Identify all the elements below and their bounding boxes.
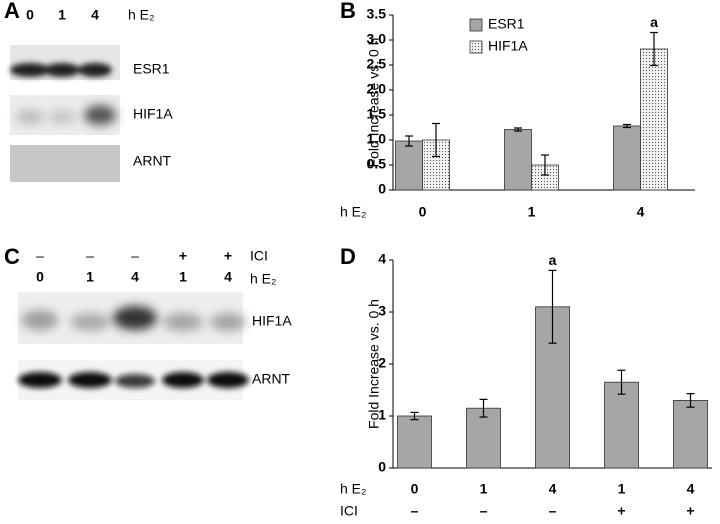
lane-label: 1	[179, 269, 187, 285]
annotation: a	[549, 252, 557, 268]
second-row-label: –	[480, 503, 488, 519]
error-bar	[479, 398, 488, 418]
error-bar	[432, 122, 440, 158]
y-tick-label: 2.0	[367, 81, 387, 97]
lane-label: 4	[131, 269, 139, 285]
legend-label: HIF1A	[488, 38, 528, 54]
x-tick-label: 1	[480, 481, 488, 497]
y-tick-label: 4	[378, 251, 386, 267]
bar	[395, 140, 423, 191]
y-tick-label: 2	[378, 355, 386, 371]
error-bar	[548, 269, 557, 344]
row-label: ARNT	[133, 153, 172, 169]
lane-label: 1	[86, 269, 94, 285]
annotation: a	[650, 14, 658, 30]
x-tick-label: 4	[687, 481, 695, 497]
row-label: HIF1A	[252, 313, 292, 329]
error-bar	[686, 393, 695, 408]
ici-mark: +	[179, 248, 187, 264]
ici-label: ICI	[250, 248, 268, 264]
y-tick-label: 1.0	[367, 131, 387, 147]
lane-label: 4	[91, 7, 99, 23]
lane-axis-label: h E₂	[250, 271, 276, 287]
error-bar	[410, 411, 419, 421]
error-bar	[623, 123, 631, 129]
x-tick-label: 0	[411, 481, 419, 497]
y-tick-label: 3.0	[367, 31, 387, 47]
y-tick-label: 1	[378, 407, 386, 423]
y-tick-label: 0	[378, 181, 386, 197]
panel-label: D	[340, 244, 356, 269]
y-tick-label: 2.5	[367, 56, 387, 72]
y-tick-label: 3	[378, 303, 386, 319]
row-label: ESR1	[133, 61, 170, 77]
x-tick-label: 0	[419, 204, 427, 220]
lane-label: 0	[36, 269, 44, 285]
row-label: HIF1A	[133, 106, 173, 122]
lane-label: 0	[26, 7, 34, 23]
bar	[504, 129, 532, 191]
y-tick-label: 3.5	[367, 6, 387, 22]
x-tick-label: 1	[528, 204, 536, 220]
legend-swatch	[469, 40, 483, 54]
second-row-label: +	[686, 503, 694, 519]
y-axis-label: Fold Increase vs. 0 h	[366, 299, 382, 429]
ici-mark: –	[86, 248, 94, 264]
y-axis-label: Fold Increase vs. 0 h	[366, 38, 382, 168]
y-tick-label: 0.5	[367, 156, 387, 172]
bar	[397, 415, 432, 469]
ici-mark: –	[36, 248, 44, 264]
error-bar	[514, 127, 522, 132]
x-tick-label: 1	[618, 481, 626, 497]
error-bar	[617, 369, 626, 395]
lane-axis-label: h E₂	[128, 7, 154, 23]
bar	[466, 407, 501, 469]
blot-c: – – – + + ICI 0 1 4 1 4 h E₂ HIF1A ARNT	[18, 248, 292, 400]
error-bar	[541, 154, 549, 176]
category-axis-label: h E₂	[340, 481, 366, 497]
panel-label: C	[4, 244, 20, 269]
y-tick-label: 1.5	[367, 106, 387, 122]
legend-label: ESR1	[488, 16, 525, 32]
bar	[604, 381, 639, 469]
x-tick-label: 4	[549, 481, 557, 497]
bar	[640, 48, 668, 191]
y-tick-label: 0	[378, 459, 386, 475]
panel-label: B	[340, 0, 356, 23]
panel-label: A	[4, 0, 20, 23]
second-row-label: +	[617, 503, 625, 519]
blot-a: 0 1 4 h E₂ ESR1 HIF1A ARNT	[10, 7, 173, 182]
error-bar	[650, 31, 658, 67]
bar	[613, 125, 641, 191]
lane-label: 1	[58, 7, 66, 23]
second-row-label: –	[549, 503, 557, 519]
category-axis-label: h E₂	[340, 204, 366, 220]
x-tick-label: 4	[637, 204, 645, 220]
bar	[673, 399, 708, 469]
second-row-label: ICI	[340, 503, 358, 519]
legend-swatch	[469, 18, 483, 32]
ici-mark: –	[131, 248, 139, 264]
blot-strip	[10, 145, 120, 182]
lane-label: 4	[224, 269, 232, 285]
ici-mark: +	[224, 248, 232, 264]
row-label: ARNT	[252, 371, 291, 387]
error-bar	[405, 135, 413, 147]
second-row-label: –	[411, 503, 419, 519]
